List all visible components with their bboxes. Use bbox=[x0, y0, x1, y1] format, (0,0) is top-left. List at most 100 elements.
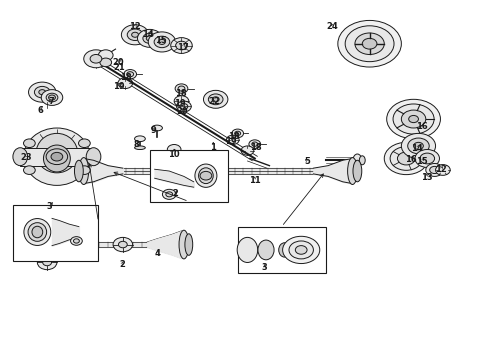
Circle shape bbox=[178, 86, 185, 91]
Circle shape bbox=[132, 32, 139, 37]
Ellipse shape bbox=[36, 134, 77, 173]
Circle shape bbox=[235, 131, 241, 135]
Bar bbox=[13, 205, 98, 261]
Bar bbox=[20, 148, 54, 166]
Text: 12: 12 bbox=[129, 22, 141, 31]
Circle shape bbox=[154, 36, 170, 48]
Text: 2: 2 bbox=[172, 189, 178, 198]
Circle shape bbox=[426, 163, 443, 176]
Text: 20: 20 bbox=[112, 58, 124, 67]
Ellipse shape bbox=[13, 148, 27, 166]
Ellipse shape bbox=[24, 128, 90, 185]
Text: 19: 19 bbox=[174, 99, 186, 108]
Ellipse shape bbox=[44, 145, 71, 172]
Circle shape bbox=[175, 41, 187, 50]
Text: 18: 18 bbox=[120, 73, 132, 82]
Ellipse shape bbox=[79, 158, 89, 184]
Ellipse shape bbox=[237, 237, 258, 262]
Ellipse shape bbox=[152, 125, 162, 131]
Circle shape bbox=[159, 40, 165, 44]
Circle shape bbox=[34, 86, 50, 98]
Text: 21: 21 bbox=[113, 63, 125, 72]
Circle shape bbox=[113, 237, 133, 252]
Ellipse shape bbox=[74, 160, 83, 182]
Ellipse shape bbox=[198, 168, 213, 184]
Circle shape bbox=[24, 139, 35, 148]
Bar bbox=[238, 226, 326, 273]
Circle shape bbox=[147, 36, 153, 41]
Circle shape bbox=[208, 94, 223, 105]
Text: 7: 7 bbox=[48, 97, 54, 106]
Circle shape bbox=[71, 237, 82, 245]
Circle shape bbox=[78, 166, 90, 175]
Circle shape bbox=[175, 84, 188, 93]
Ellipse shape bbox=[195, 164, 217, 187]
Circle shape bbox=[46, 93, 58, 102]
Text: 5: 5 bbox=[305, 157, 311, 166]
Text: 10: 10 bbox=[169, 150, 180, 159]
Ellipse shape bbox=[135, 146, 146, 149]
Ellipse shape bbox=[86, 148, 101, 166]
Circle shape bbox=[345, 26, 394, 62]
Text: 18: 18 bbox=[228, 132, 240, 141]
Text: 18: 18 bbox=[250, 143, 262, 152]
Circle shape bbox=[49, 95, 55, 100]
Circle shape bbox=[203, 90, 228, 108]
Ellipse shape bbox=[24, 219, 51, 246]
Circle shape bbox=[167, 144, 181, 154]
Circle shape bbox=[401, 134, 436, 158]
Circle shape bbox=[252, 142, 258, 146]
Ellipse shape bbox=[15, 233, 24, 256]
Text: 9: 9 bbox=[150, 126, 156, 135]
Circle shape bbox=[78, 139, 90, 148]
Circle shape bbox=[28, 82, 56, 102]
Circle shape bbox=[283, 236, 320, 264]
Text: 4: 4 bbox=[154, 249, 160, 258]
Ellipse shape bbox=[359, 156, 365, 165]
Circle shape bbox=[249, 140, 261, 148]
Text: 1: 1 bbox=[210, 143, 216, 152]
Text: 3: 3 bbox=[262, 264, 268, 273]
Circle shape bbox=[232, 129, 244, 138]
Circle shape bbox=[43, 259, 51, 266]
Circle shape bbox=[393, 104, 434, 134]
Circle shape bbox=[415, 149, 440, 167]
Circle shape bbox=[118, 78, 133, 89]
Circle shape bbox=[289, 241, 314, 259]
Circle shape bbox=[387, 99, 441, 139]
Text: 16: 16 bbox=[405, 155, 417, 164]
Circle shape bbox=[84, 50, 108, 68]
Bar bbox=[59, 148, 94, 166]
Text: 16: 16 bbox=[416, 122, 428, 131]
Circle shape bbox=[24, 166, 35, 175]
Bar bbox=[150, 149, 228, 202]
Circle shape bbox=[212, 97, 219, 102]
Circle shape bbox=[384, 142, 428, 175]
Circle shape bbox=[166, 192, 172, 197]
Circle shape bbox=[241, 146, 254, 155]
Circle shape bbox=[51, 152, 63, 161]
Circle shape bbox=[200, 171, 212, 180]
Circle shape bbox=[143, 33, 157, 43]
Text: 19: 19 bbox=[113, 82, 125, 91]
Circle shape bbox=[390, 147, 422, 170]
Ellipse shape bbox=[279, 243, 291, 257]
Ellipse shape bbox=[28, 223, 47, 241]
Circle shape bbox=[162, 189, 176, 199]
Circle shape bbox=[122, 25, 149, 45]
Ellipse shape bbox=[179, 230, 189, 259]
Ellipse shape bbox=[32, 226, 43, 238]
Ellipse shape bbox=[258, 240, 274, 260]
Circle shape bbox=[355, 33, 384, 54]
Circle shape bbox=[148, 32, 175, 52]
Circle shape bbox=[41, 90, 63, 105]
Circle shape bbox=[226, 135, 239, 144]
Text: 24: 24 bbox=[326, 22, 338, 31]
Circle shape bbox=[127, 29, 143, 41]
Ellipse shape bbox=[347, 158, 357, 184]
Circle shape bbox=[420, 153, 435, 164]
Circle shape bbox=[100, 58, 112, 67]
Circle shape bbox=[90, 54, 102, 63]
Text: 20: 20 bbox=[177, 107, 188, 116]
Text: 8: 8 bbox=[134, 140, 139, 149]
